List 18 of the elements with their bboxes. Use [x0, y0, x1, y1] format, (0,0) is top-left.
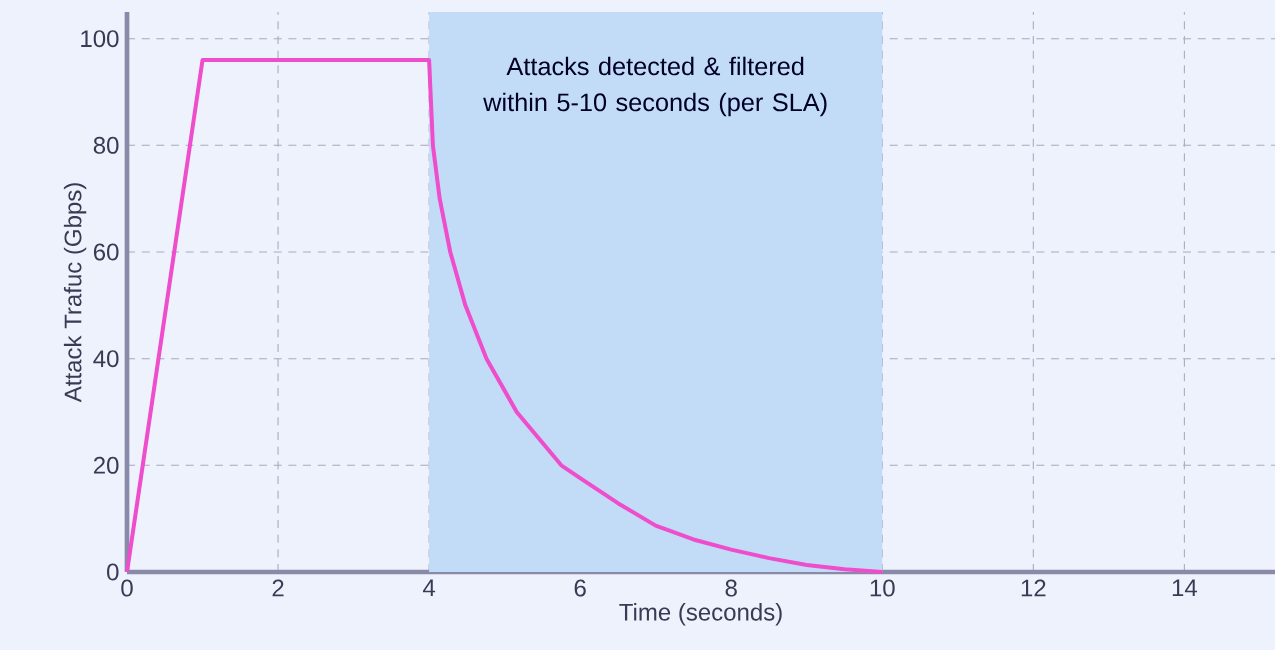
y-tick-label: 0 — [107, 563, 119, 581]
band-label: Attacks detected & filtered within 5-10 seconds (per SLA) — [483, 56, 827, 117]
x-tick-label: 2 — [272, 579, 284, 597]
x-tick-label: 8 — [725, 579, 737, 597]
x-tick-label: 10 — [870, 579, 895, 597]
y-tick-label: 40 — [93, 350, 119, 368]
x-tick-label: 6 — [574, 579, 586, 597]
y-tick-label: 100 — [81, 30, 119, 48]
y-tick-label: 60 — [93, 243, 119, 261]
y-tick-label: 20 — [93, 456, 119, 474]
x-tick-label: 12 — [1021, 579, 1046, 597]
y-axis-title: Attack Trafuc (Gbps) — [63, 183, 87, 403]
line-series — [125, 57, 885, 574]
x-axis-title: Time (seconds) — [619, 603, 782, 626]
y-tick-label: 80 — [93, 136, 119, 154]
x-tick-label: 14 — [1172, 579, 1198, 597]
x-tick-label: 0 — [121, 579, 133, 597]
x-tick-label: 4 — [422, 579, 436, 597]
